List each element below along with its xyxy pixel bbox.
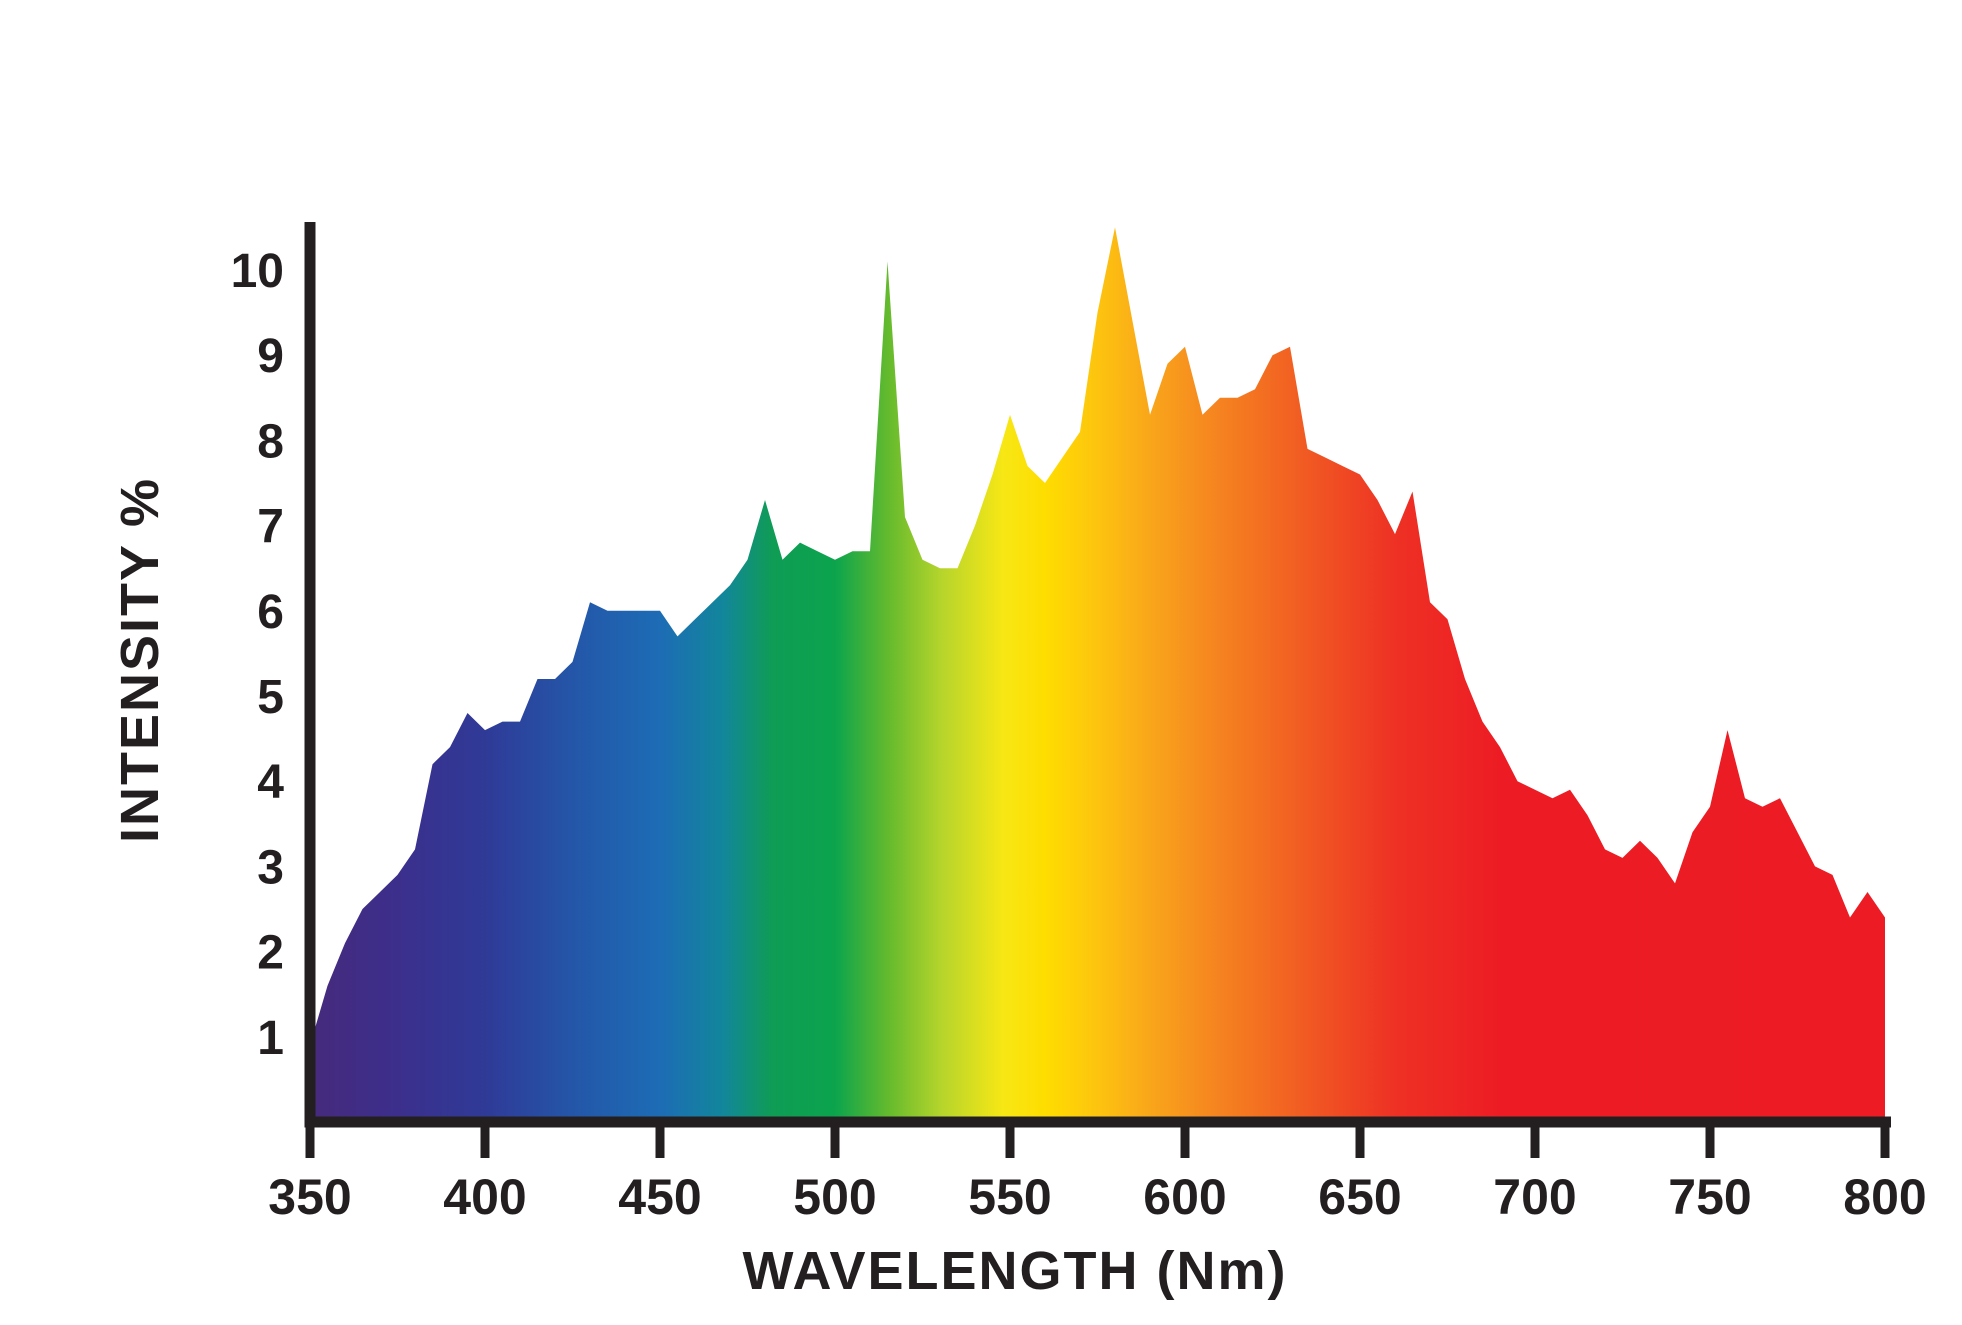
x-tick-label: 450 (618, 1169, 701, 1225)
y-tick-label: 10 (231, 245, 284, 298)
y-tick-label: 1 (257, 1012, 284, 1065)
x-axis-title: WAVELENGTH (Nm) (742, 1241, 1288, 1301)
y-tick-label: 9 (257, 330, 284, 383)
y-tick-label: 2 (257, 927, 284, 980)
x-tick-label: 800 (1843, 1169, 1926, 1225)
y-tick-label: 6 (257, 586, 284, 639)
x-tick-label: 750 (1668, 1169, 1751, 1225)
x-tick-label: 600 (1143, 1169, 1226, 1225)
y-tick-label: 8 (257, 415, 284, 468)
y-tick-label: 4 (257, 756, 284, 809)
x-tick-label: 500 (793, 1169, 876, 1225)
y-axis-title: INTENSITY % (110, 476, 170, 844)
y-tick-label: 3 (257, 841, 284, 894)
x-tick-label: 350 (268, 1169, 351, 1225)
y-tick-label: 7 (257, 501, 284, 554)
x-tick-label: 650 (1318, 1169, 1401, 1225)
x-tick-label: 550 (968, 1169, 1051, 1225)
x-tick-label: 700 (1493, 1169, 1576, 1225)
y-tick-label: 5 (257, 671, 284, 724)
spectrum-area (310, 227, 1885, 1122)
x-tick-label: 400 (443, 1169, 526, 1225)
